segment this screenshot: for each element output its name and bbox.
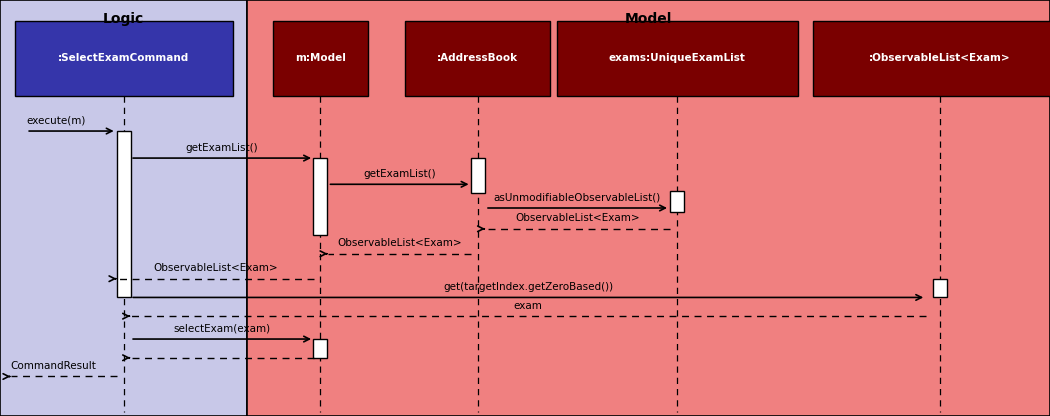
Text: ObservableList<Exam>: ObservableList<Exam> [337,238,462,248]
Text: :ObservableList<Exam>: :ObservableList<Exam> [869,53,1010,63]
Text: ObservableList<Exam>: ObservableList<Exam> [516,213,639,223]
FancyBboxPatch shape [405,21,550,96]
FancyBboxPatch shape [470,158,485,193]
Text: Logic: Logic [103,12,144,27]
FancyBboxPatch shape [247,0,1050,416]
FancyBboxPatch shape [117,131,130,297]
FancyBboxPatch shape [0,0,247,416]
Text: execute(m): execute(m) [26,116,86,126]
Text: getExamList(): getExamList() [363,169,436,179]
FancyBboxPatch shape [933,279,947,297]
FancyBboxPatch shape [273,21,368,96]
FancyBboxPatch shape [671,191,685,212]
Text: selectExam(exam): selectExam(exam) [173,324,271,334]
Text: asUnmodifiableObservableList(): asUnmodifiableObservableList() [494,193,662,203]
Text: Model: Model [625,12,672,27]
Text: get(targetIndex.getZeroBased()): get(targetIndex.getZeroBased()) [443,282,613,292]
Text: getExamList(): getExamList() [186,143,258,153]
Text: exams:UniqueExamList: exams:UniqueExamList [609,53,746,63]
Text: :AddressBook: :AddressBook [437,53,519,63]
FancyBboxPatch shape [556,21,798,96]
Text: :SelectExamCommand: :SelectExamCommand [58,53,189,63]
FancyBboxPatch shape [813,21,1050,96]
Text: m:Model: m:Model [295,53,345,63]
FancyBboxPatch shape [15,21,232,96]
Text: ObservableList<Exam>: ObservableList<Exam> [153,263,277,273]
FancyBboxPatch shape [313,339,328,358]
FancyBboxPatch shape [313,158,328,235]
Text: exam: exam [513,301,543,311]
Text: CommandResult: CommandResult [10,361,97,371]
